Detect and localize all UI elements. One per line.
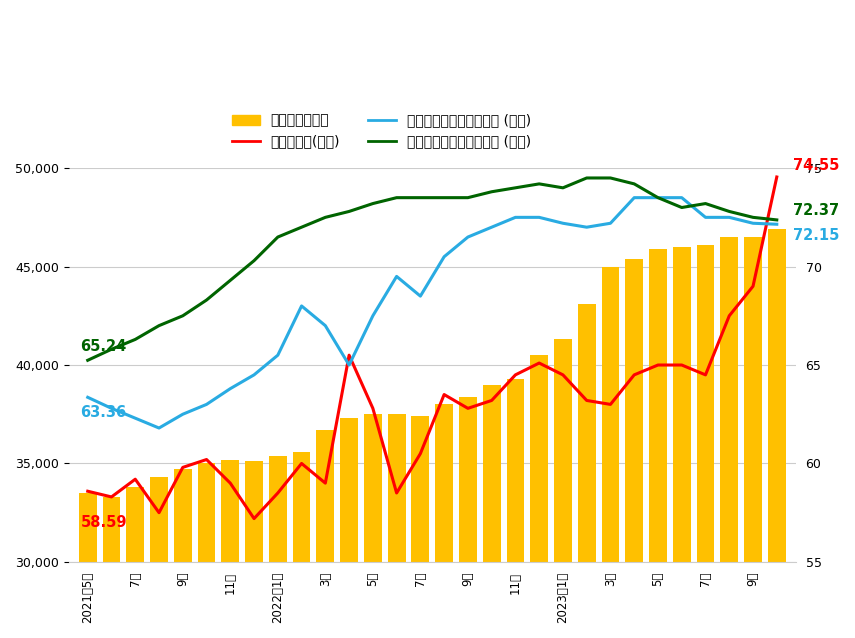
Bar — [316, 430, 334, 638]
Bar — [387, 414, 405, 638]
Text: 58.59: 58.59 — [80, 515, 127, 530]
Bar — [625, 258, 643, 638]
Bar — [506, 379, 524, 638]
Bar — [269, 456, 286, 638]
Bar — [530, 355, 548, 638]
Legend: 販売中の物件数, 成約㎡単価(万円), 新規売出し物件の㎡単価 (万円), 販売中物件売出し㎡単価 (万円): 販売中の物件数, 成約㎡単価(万円), 新規売出し物件の㎡単価 (万円), 販売… — [227, 108, 536, 154]
Bar — [554, 339, 572, 638]
Text: 72.15: 72.15 — [793, 228, 840, 243]
Bar — [174, 470, 192, 638]
Bar — [150, 477, 168, 638]
Text: 74.55: 74.55 — [793, 158, 840, 173]
Bar — [127, 487, 144, 638]
Bar — [697, 245, 715, 638]
Text: 72.37: 72.37 — [793, 203, 840, 218]
Bar — [435, 404, 453, 638]
Bar — [744, 237, 762, 638]
Text: 63.36: 63.36 — [80, 405, 127, 420]
Bar — [578, 304, 596, 638]
Bar — [411, 416, 429, 638]
Bar — [79, 493, 97, 638]
Bar — [649, 249, 667, 638]
Bar — [483, 385, 500, 638]
Bar — [768, 229, 786, 638]
Bar — [721, 237, 738, 638]
Bar — [459, 397, 477, 638]
Bar — [364, 414, 382, 638]
Bar — [103, 497, 121, 638]
Bar — [292, 452, 310, 638]
Text: 65.24: 65.24 — [80, 339, 127, 354]
Bar — [198, 463, 215, 638]
Bar — [602, 267, 619, 638]
Bar — [221, 459, 239, 638]
Bar — [245, 461, 263, 638]
Bar — [340, 418, 358, 638]
Bar — [673, 247, 691, 638]
